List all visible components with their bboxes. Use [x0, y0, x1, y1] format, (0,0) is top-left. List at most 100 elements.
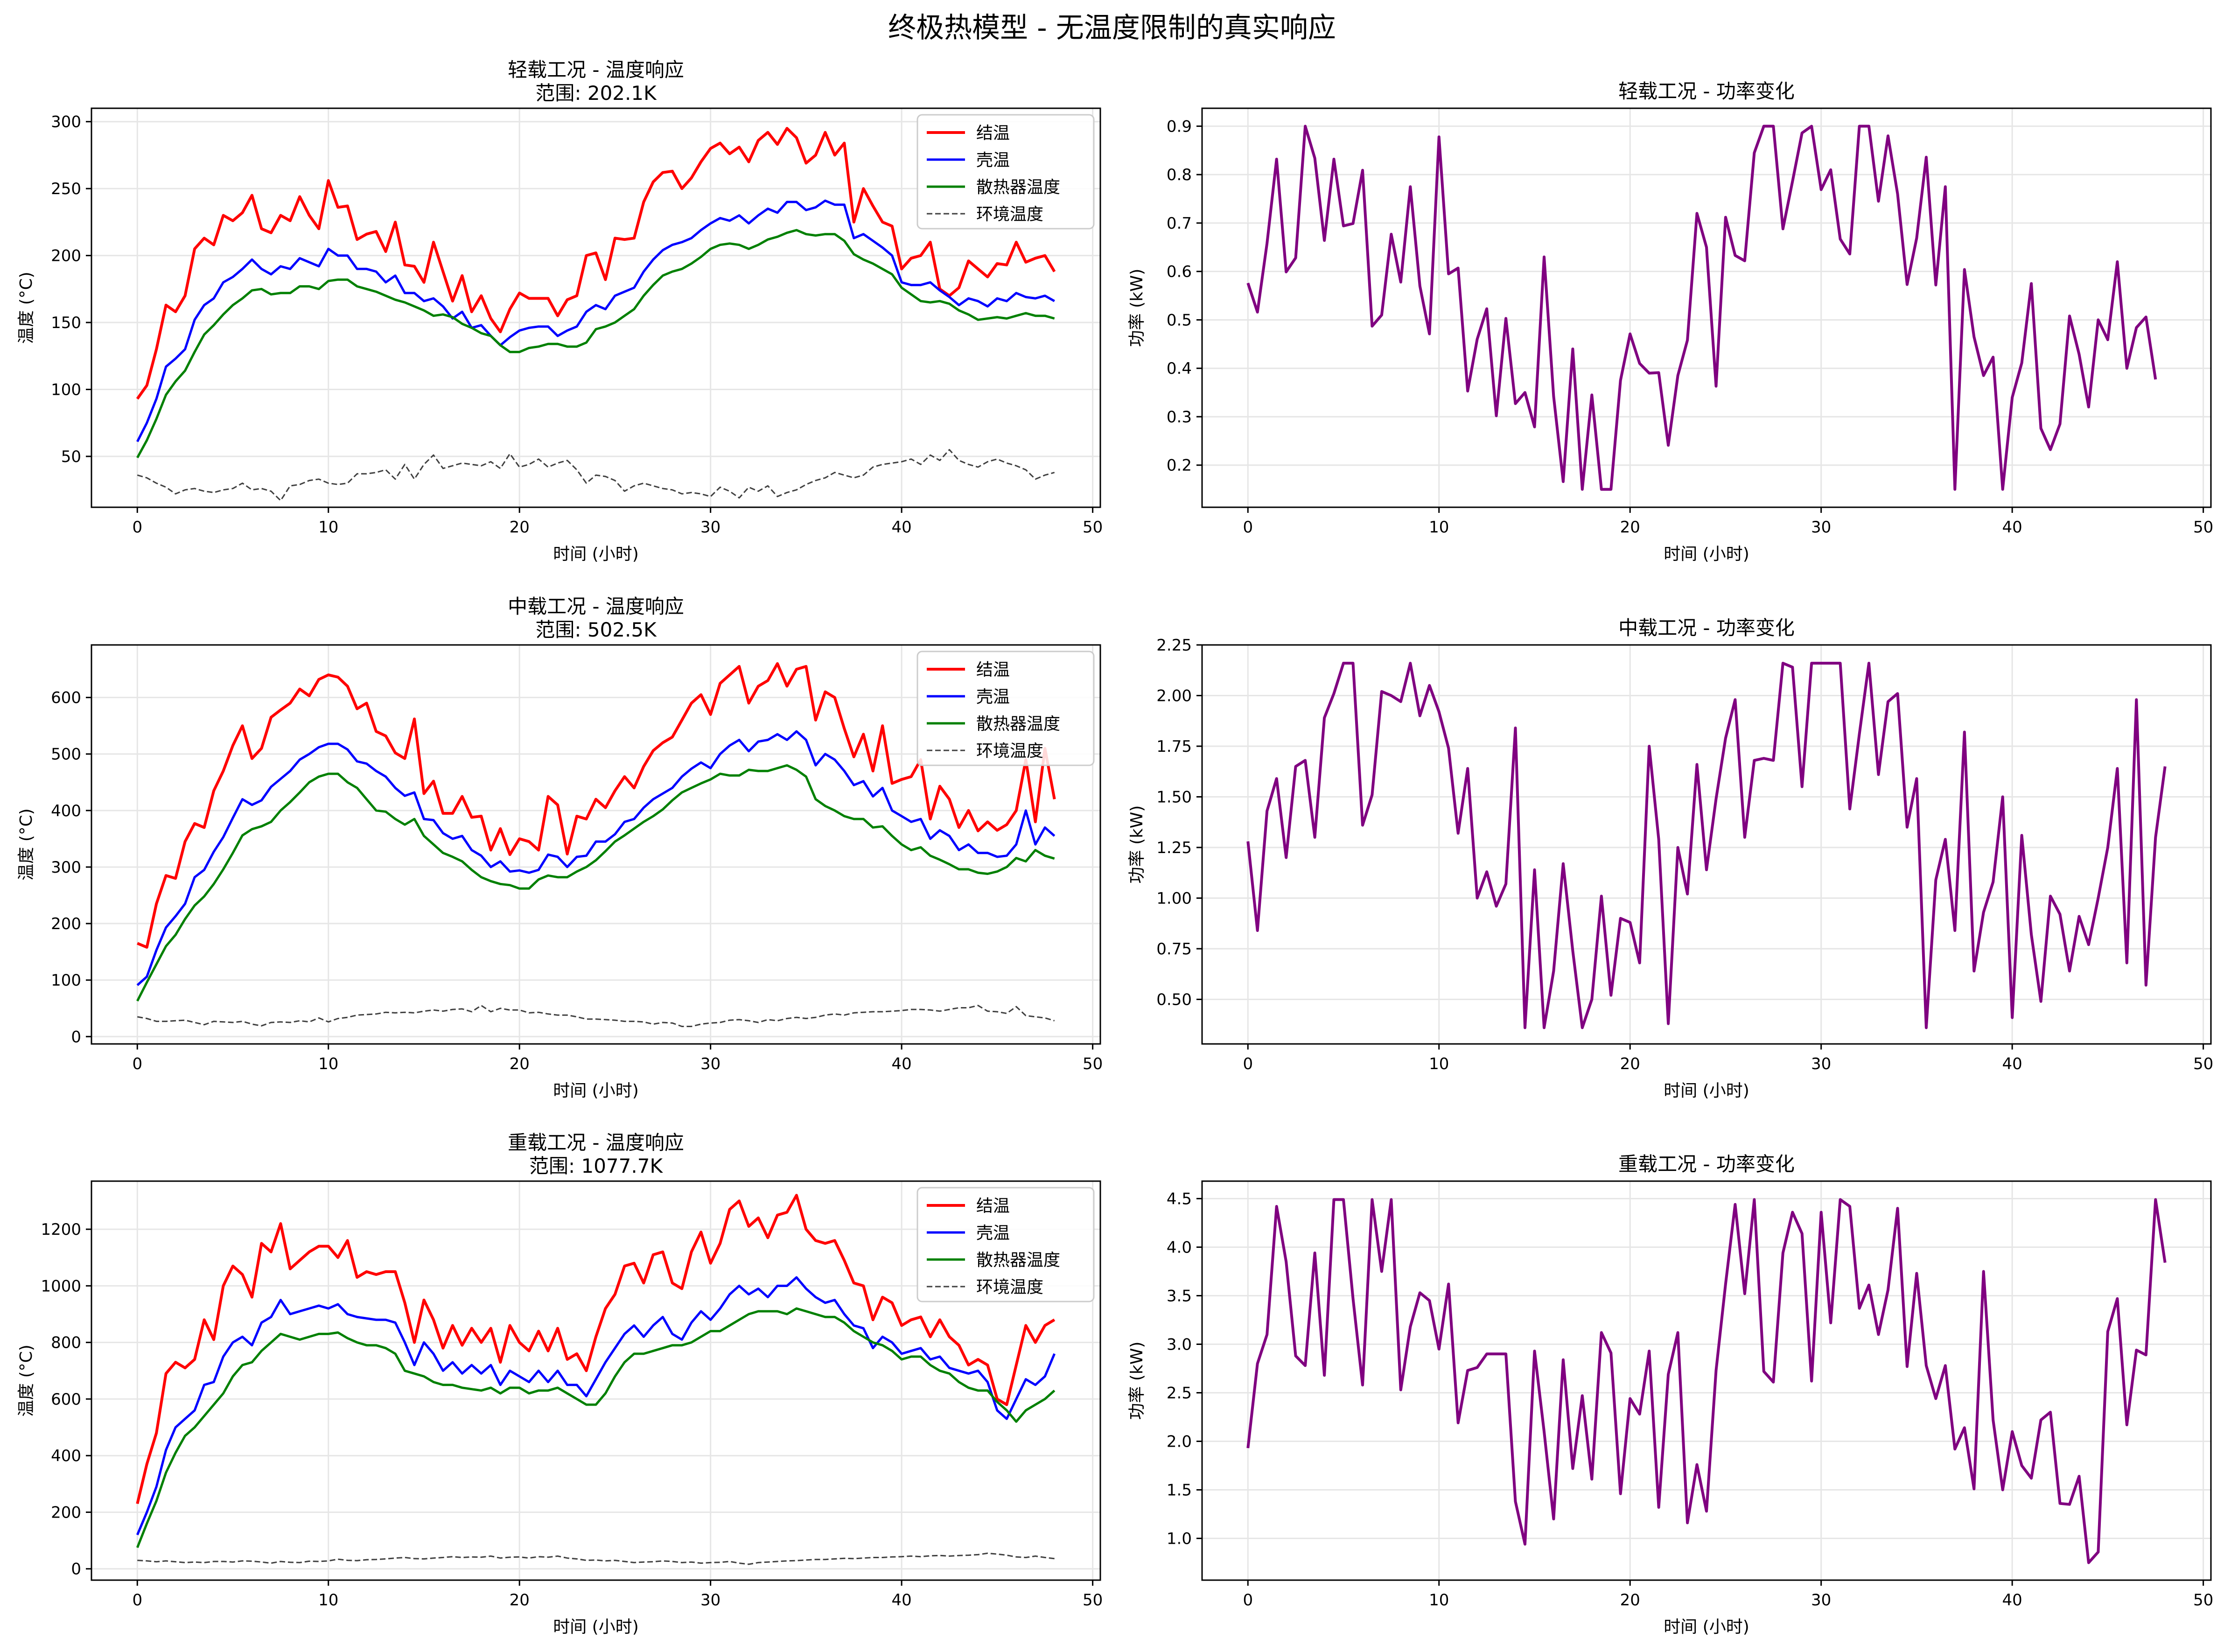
- y-tick-label: 1200: [41, 1220, 81, 1239]
- y-tick-label: 50: [61, 448, 81, 466]
- axes-frame: [91, 1180, 1101, 1581]
- axes-frame: [1201, 1180, 2212, 1581]
- x-tick-label: 30: [1811, 518, 1831, 537]
- series-line-壳温: [136, 1276, 1056, 1535]
- x-tick-label: 0: [132, 1055, 142, 1073]
- y-axis-label: 功率 (kW): [1127, 1342, 1147, 1420]
- chart-subtitle: 范围: 202.1K: [535, 82, 657, 105]
- y-tick-label: 300: [51, 858, 81, 877]
- chart-subtitle: 范围: 502.5K: [535, 618, 657, 641]
- y-tick-label: 0.2: [1167, 456, 1192, 475]
- legend-label: 散热器温度: [976, 714, 1060, 734]
- y-tick-label: 2.0: [1167, 1433, 1192, 1451]
- y-tick-label: 1.0: [1167, 1530, 1192, 1548]
- axes-frame: [91, 107, 1101, 508]
- series-line-环境温度: [137, 1005, 1055, 1027]
- chart-subtitle: 范围: 1077.7K: [529, 1155, 663, 1177]
- x-tick-label: 30: [700, 518, 720, 537]
- y-tick-label: 4.0: [1167, 1238, 1192, 1257]
- y-tick-label: 100: [51, 381, 81, 399]
- y-tick-label: 1.50: [1156, 788, 1192, 807]
- chart-title: 中载工况 - 功率变化: [1618, 616, 1795, 639]
- y-tick-label: 400: [51, 802, 81, 820]
- series-group: [136, 1194, 1056, 1565]
- chart-title: 重载工况 - 温度响应: [508, 1131, 684, 1154]
- x-tick-label: 40: [2002, 1591, 2022, 1610]
- y-tick-label: 1000: [41, 1277, 81, 1295]
- x-tick-label: 50: [2193, 1055, 2213, 1073]
- x-tick-label: 20: [1620, 1055, 1640, 1073]
- y-tick-label: 0.8: [1167, 166, 1192, 184]
- y-tick-label: 150: [51, 314, 81, 332]
- y-tick-label: 1.25: [1156, 839, 1192, 857]
- y-axis-label: 功率 (kW): [1127, 269, 1147, 347]
- y-axis-label: 温度 (°C): [17, 272, 36, 344]
- axes-frame: [91, 644, 1101, 1045]
- y-tick-label: 2.5: [1167, 1384, 1192, 1403]
- x-tick-label: 40: [892, 1055, 912, 1073]
- x-tick-label: 50: [1083, 518, 1103, 537]
- x-tick-label: 10: [318, 1591, 338, 1610]
- x-tick-label: 40: [892, 1591, 912, 1610]
- y-tick-label: 800: [51, 1334, 81, 1352]
- axes-frame: [1201, 644, 2212, 1045]
- y-axis-label: 温度 (°C): [17, 808, 36, 881]
- x-tick-label: 0: [132, 1591, 142, 1610]
- chart-panel-5: 0 10 20 30 40 50 0 200 400 600 800 1000 1200 时间 (小时) 温…: [17, 1131, 1103, 1637]
- y-tick-label: 500: [51, 745, 81, 764]
- x-axis-label: 时间 (小时): [553, 1617, 639, 1637]
- y-tick-label: 0.50: [1156, 991, 1192, 1009]
- legend-label: 环境温度: [976, 742, 1043, 761]
- y-tick-label: 1.5: [1167, 1481, 1192, 1500]
- y-axis-label: 功率 (kW): [1127, 805, 1147, 884]
- series-line-结温: [136, 1194, 1056, 1505]
- x-tick-label: 50: [2193, 518, 2213, 537]
- series-line-power: [1246, 662, 2167, 1029]
- y-tick-label: 600: [51, 689, 81, 707]
- y-tick-label: 0.9: [1167, 117, 1192, 136]
- y-tick-label: 300: [51, 113, 81, 132]
- figure-title: 终极热模型 - 无温度限制的真实响应: [888, 12, 1336, 44]
- y-tick-label: 0.75: [1156, 940, 1192, 959]
- y-tick-label: 2.25: [1156, 636, 1192, 655]
- y-tick-label: 200: [51, 1503, 81, 1522]
- legend-label: 环境温度: [976, 205, 1043, 224]
- series-line-结温: [136, 127, 1056, 400]
- y-tick-label: 0.5: [1167, 311, 1192, 329]
- legend-label: 结温: [976, 1197, 1010, 1216]
- x-tick-label: 20: [1620, 518, 1640, 537]
- legend-box: [916, 114, 1095, 230]
- legend-box: [916, 1187, 1095, 1302]
- chart-panel-4: 0 10 20 30 40 50 0.50 0.75 1.00 1.25 1.50 1.75 2.00 2…: [1127, 616, 2213, 1100]
- chart-title: 重载工况 - 功率变化: [1618, 1153, 1795, 1176]
- series-line-壳温: [136, 199, 1055, 442]
- legend-label: 壳温: [976, 151, 1010, 170]
- x-tick-label: 10: [1429, 1055, 1449, 1073]
- x-axis-label: 时间 (小时): [1664, 545, 1749, 564]
- legend-label: 散热器温度: [976, 178, 1060, 197]
- chart-panel-2: 0 10 20 30 40 50 0.2 0.3 0.4 0.5 0.6 0.7 0.8 0.9 时间 (小…: [1127, 80, 2213, 564]
- x-tick-label: 20: [510, 1591, 530, 1610]
- series-line-power: [1246, 125, 2157, 491]
- legend-label: 结温: [976, 124, 1010, 143]
- series-line-散热器温度: [136, 764, 1055, 1002]
- x-tick-label: 50: [2193, 1591, 2213, 1610]
- x-tick-label: 20: [510, 1055, 530, 1073]
- y-tick-label: 1.00: [1156, 889, 1192, 908]
- x-tick-label: 30: [1811, 1055, 1831, 1073]
- chart-title: 中载工况 - 温度响应: [508, 595, 684, 618]
- x-tick-label: 40: [892, 518, 912, 537]
- series-group: [1246, 125, 2157, 491]
- y-tick-label: 0.3: [1167, 408, 1192, 427]
- y-tick-label: 200: [51, 247, 81, 266]
- y-tick-label: 400: [51, 1447, 81, 1465]
- legend-box: [916, 651, 1095, 766]
- x-tick-label: 30: [1811, 1591, 1831, 1610]
- series-group: [1246, 1198, 2167, 1564]
